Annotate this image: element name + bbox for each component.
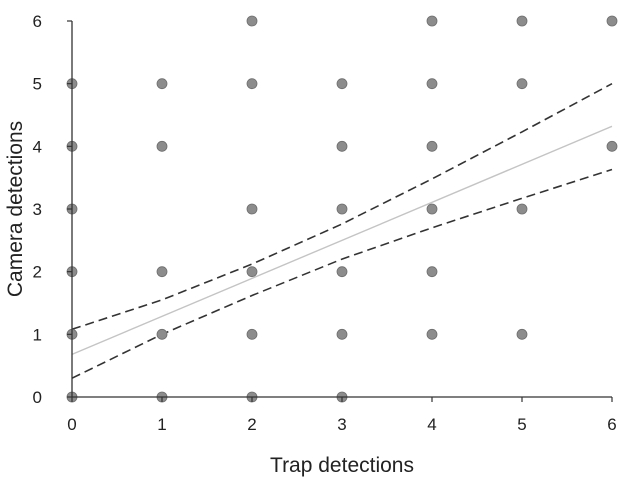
data-point xyxy=(156,328,168,340)
data-point xyxy=(426,140,438,152)
x-tick-label: 0 xyxy=(67,415,76,434)
y-tick-label: 6 xyxy=(33,12,42,31)
data-point xyxy=(516,328,528,340)
y-tick-label: 2 xyxy=(33,263,42,282)
points-layer xyxy=(66,15,618,403)
x-tick-label: 3 xyxy=(337,415,346,434)
data-point xyxy=(426,266,438,278)
x-tick-label: 4 xyxy=(427,415,436,434)
y-axis-title: Camera detections xyxy=(4,121,27,297)
data-point xyxy=(246,15,258,27)
data-point xyxy=(246,328,258,340)
data-point xyxy=(246,203,258,215)
data-point xyxy=(606,15,618,27)
ci-upper-line xyxy=(71,82,613,331)
data-point xyxy=(156,78,168,90)
data-point xyxy=(246,266,258,278)
x-tick-label: 1 xyxy=(157,415,166,434)
y-tick-label: 4 xyxy=(33,137,42,156)
fit-line xyxy=(71,125,613,356)
x-tick-label: 2 xyxy=(247,415,256,434)
data-point xyxy=(516,15,528,27)
data-point xyxy=(516,78,528,90)
data-point xyxy=(426,78,438,90)
data-point xyxy=(426,15,438,27)
y-tick-label: 1 xyxy=(33,325,42,344)
data-point xyxy=(426,203,438,215)
data-point xyxy=(156,140,168,152)
data-point xyxy=(336,78,348,90)
data-point xyxy=(246,78,258,90)
data-point xyxy=(156,266,168,278)
data-point xyxy=(426,328,438,340)
y-tick-label: 5 xyxy=(33,75,42,94)
data-point xyxy=(516,203,528,215)
data-point xyxy=(336,203,348,215)
data-point xyxy=(336,266,348,278)
data-point xyxy=(336,140,348,152)
x-axis-title: Trap detections xyxy=(270,454,414,477)
data-point xyxy=(336,328,348,340)
y-tick-label: 3 xyxy=(33,200,42,219)
x-tick-label: 6 xyxy=(607,415,616,434)
y-tick-label: 0 xyxy=(33,388,42,407)
x-tick-label: 5 xyxy=(517,415,526,434)
ticks-layer: 0 1 2 3 4 5 6 0 1 2 3 4 5 6 xyxy=(33,12,617,434)
data-point xyxy=(606,140,618,152)
